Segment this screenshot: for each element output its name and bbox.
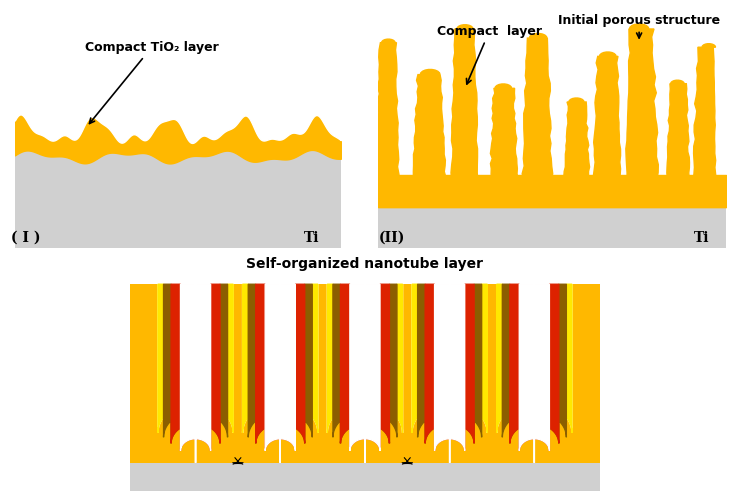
Polygon shape (376, 39, 399, 188)
Polygon shape (496, 284, 572, 463)
Text: (Ⅲ): (Ⅲ) (144, 471, 168, 485)
Polygon shape (692, 44, 716, 188)
Text: Ti: Ti (694, 231, 710, 245)
Polygon shape (491, 84, 518, 188)
Polygon shape (522, 34, 553, 188)
Polygon shape (502, 284, 566, 443)
Polygon shape (256, 284, 305, 451)
Polygon shape (333, 284, 397, 443)
Text: (II): (II) (379, 231, 405, 245)
Polygon shape (434, 284, 465, 463)
Polygon shape (265, 284, 296, 463)
Polygon shape (164, 284, 227, 443)
Polygon shape (592, 52, 621, 188)
Bar (130, 459, 600, 491)
Polygon shape (418, 284, 482, 443)
Bar (130, 284, 600, 472)
Polygon shape (350, 284, 380, 463)
Polygon shape (451, 25, 478, 188)
Polygon shape (510, 284, 559, 451)
Polygon shape (412, 284, 488, 437)
Polygon shape (412, 69, 447, 188)
Polygon shape (666, 80, 690, 188)
Polygon shape (242, 284, 318, 463)
Text: Ti: Ti (572, 471, 586, 485)
Text: Compact  layer: Compact layer (437, 25, 542, 84)
Polygon shape (425, 284, 474, 451)
Text: ( I ): ( I ) (11, 231, 41, 245)
Polygon shape (626, 24, 659, 188)
Text: Initial porous structure: Initial porous structure (558, 14, 720, 38)
Polygon shape (340, 284, 390, 451)
Polygon shape (328, 284, 402, 463)
Text: Self-organized nanotube layer: Self-organized nanotube layer (247, 256, 483, 270)
Bar (378, 193, 726, 248)
Bar (15, 20, 341, 134)
Polygon shape (496, 284, 572, 437)
Polygon shape (158, 284, 233, 437)
Polygon shape (181, 284, 210, 463)
Text: Compact TiO₂ layer: Compact TiO₂ layer (85, 41, 219, 124)
Polygon shape (519, 284, 549, 463)
Text: flow: flow (391, 466, 424, 480)
Polygon shape (328, 284, 402, 437)
Polygon shape (158, 284, 233, 463)
Bar (130, 463, 600, 491)
Text: Ti: Ti (304, 231, 319, 245)
Text: flow: flow (222, 466, 254, 480)
Polygon shape (412, 284, 488, 463)
Polygon shape (248, 284, 312, 443)
Polygon shape (171, 284, 220, 451)
Polygon shape (564, 98, 590, 188)
Polygon shape (242, 284, 318, 437)
